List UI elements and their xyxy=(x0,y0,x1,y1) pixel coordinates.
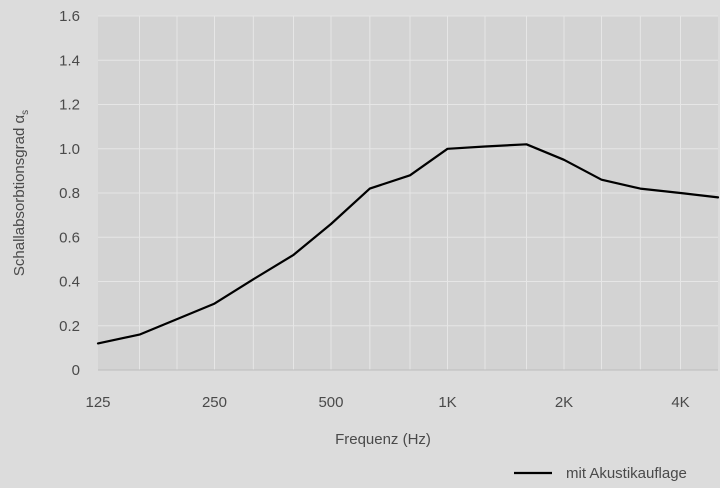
x-tick-label: 500 xyxy=(318,394,343,411)
x-axis-title: Frequenz (Hz) xyxy=(335,431,431,448)
legend: mit Akustikauflage xyxy=(514,465,687,482)
y-tick-label: 1.4 xyxy=(59,52,80,69)
x-tick-label: 125 xyxy=(85,394,110,411)
x-tick-label: 1K xyxy=(438,394,456,411)
x-axis-ticks: 125 250 500 1K 2K 4K xyxy=(85,394,689,411)
series-layer xyxy=(96,143,720,345)
y-tick-label: 0.6 xyxy=(59,229,80,246)
y-tick-label: 0 xyxy=(72,362,80,379)
y-axis-title: Schallabsorbtionsgrad αs xyxy=(11,110,31,276)
y-axis-ticks: 0 0.2 0.4 0.6 0.8 1.0 1.2 1.4 1.6 xyxy=(59,8,80,379)
x-tick-label: 250 xyxy=(202,394,227,411)
y-axis-title-main: Schallabsorbtionsgrad α xyxy=(11,115,28,277)
legend-label: mit Akustikauflage xyxy=(566,465,687,482)
y-tick-label: 1.2 xyxy=(59,97,80,114)
y-axis-title-subscript: s xyxy=(20,110,31,115)
y-tick-label: 0.4 xyxy=(59,274,80,291)
y-tick-label: 1.0 xyxy=(59,141,80,158)
y-tick-label: 1.6 xyxy=(59,8,80,25)
y-tick-label: 0.2 xyxy=(59,318,80,335)
series-line xyxy=(96,143,720,345)
y-tick-label: 0.8 xyxy=(59,185,80,202)
x-tick-label: 4K xyxy=(671,394,689,411)
x-tick-label: 2K xyxy=(555,394,573,411)
